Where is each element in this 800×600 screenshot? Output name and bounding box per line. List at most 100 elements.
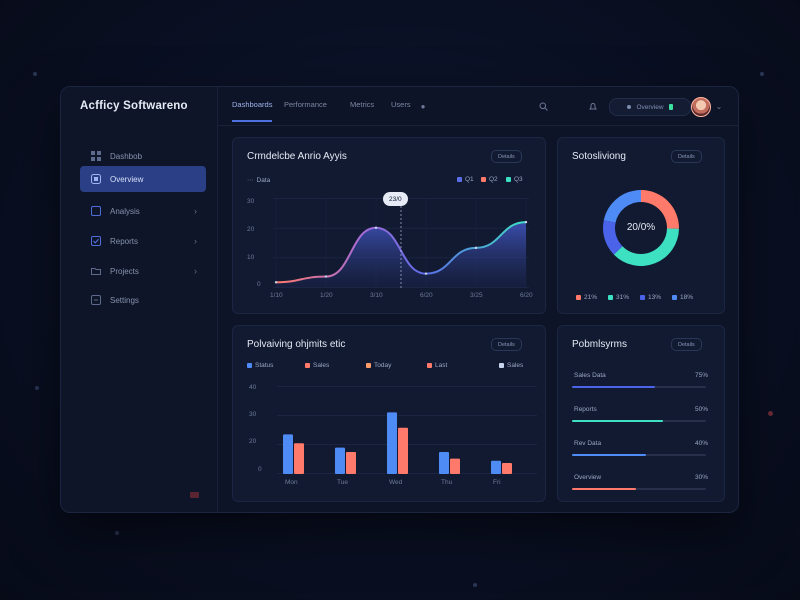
details-button[interactable]: Details — [671, 150, 702, 163]
progress-track — [572, 454, 706, 456]
tab-performance[interactable]: Performance — [284, 100, 327, 109]
progress-fill — [572, 420, 664, 422]
line-point — [324, 275, 328, 278]
background-dot — [473, 583, 477, 587]
legend-swatch — [608, 295, 613, 300]
legend-q3: Q3 — [506, 176, 523, 183]
x-tick-label: Thu — [441, 479, 453, 486]
tab-dashboards[interactable]: Dashboards — [232, 100, 273, 122]
bar — [387, 412, 397, 474]
card-title: Crmdelcbe Anrio Ayyis — [247, 151, 347, 162]
background-dot — [768, 411, 773, 416]
sidebar: Acfficy Softwareno Dashbob Overview Anal… — [61, 87, 218, 512]
sidebar-item-projects[interactable]: Projects › — [80, 258, 206, 284]
bar-legend-item: Sales — [305, 362, 329, 369]
search-icon[interactable] — [537, 100, 549, 112]
bar — [346, 452, 356, 474]
legend-swatch — [640, 295, 645, 300]
legend-label: Sales — [313, 362, 330, 369]
background-dot — [760, 72, 764, 76]
progress-label: Reports — [574, 406, 597, 413]
subtitle-label: Data — [256, 176, 271, 184]
donut-chart — [603, 190, 679, 266]
progress-label: Overview — [574, 474, 602, 481]
sidebar-item-dashboard[interactable]: Dashbob — [80, 143, 206, 169]
progress-track — [572, 488, 706, 490]
avatar[interactable] — [691, 97, 711, 117]
background-dot — [115, 531, 119, 535]
donut-slice — [603, 190, 641, 223]
progress-value: 30% — [694, 474, 708, 481]
bar — [439, 452, 449, 474]
bell-icon[interactable] — [587, 100, 599, 112]
sidebar-item-reports[interactable]: Reports › — [80, 228, 206, 254]
x-tick-label: 6/20 — [520, 292, 533, 299]
y-tick-label: 0 — [258, 466, 262, 473]
x-tick-label: Fri — [493, 479, 501, 486]
bar-legend-item: Last — [427, 362, 447, 369]
y-tick-label: 10 — [247, 254, 255, 261]
details-button[interactable]: Details — [491, 150, 522, 163]
sidebar-item-label: Overview — [110, 174, 144, 184]
y-tick-label: 30 — [247, 198, 255, 205]
progress-fill — [572, 386, 656, 388]
sidebar-item-overview[interactable]: Overview — [80, 166, 206, 192]
donut-legend-item: 18% — [672, 294, 693, 301]
progress-fill — [572, 454, 646, 456]
x-tick-label: 3/25 — [470, 292, 483, 299]
progress-value: 40% — [694, 440, 708, 447]
grid-icon — [90, 150, 102, 162]
sidebar-item-label: Dashbob — [110, 151, 143, 161]
status-pill[interactable]: Overview — [609, 98, 691, 116]
analysis-card: Crmdelcbe Anrio Ayyis Details ⋯ Data Q1 … — [232, 137, 546, 314]
details-button[interactable]: Details — [491, 338, 522, 351]
chart-subtitle: ⋯ Data — [247, 176, 271, 185]
collapse-sidebar-icon[interactable] — [190, 492, 199, 498]
x-tick-label: 1/20 — [320, 292, 333, 299]
donut-slice — [641, 190, 679, 229]
sidebar-item-label: Reports — [110, 236, 139, 246]
card-title: Pobmlsyrms — [572, 339, 628, 350]
chevron-right-icon: › — [194, 236, 197, 246]
y-tick-label: 30 — [249, 411, 257, 418]
top-bar: Dashboards Performance Metrics Users ● O… — [217, 87, 738, 126]
legend-q2: Q2 — [481, 176, 498, 183]
app-window: Acfficy Softwareno Dashbob Overview Anal… — [60, 86, 739, 513]
bar — [398, 427, 408, 474]
legend-swatch — [499, 363, 504, 368]
folder-icon — [90, 265, 102, 277]
progress-fill — [572, 488, 637, 490]
legend-swatch — [427, 363, 432, 368]
app-title: Acfficy Softwareno — [80, 100, 188, 112]
chevron-right-icon: › — [194, 266, 197, 276]
bar — [491, 460, 501, 474]
tab-users[interactable]: Users — [391, 100, 411, 109]
chevron-right-icon: › — [194, 206, 197, 216]
x-tick-label: Wed — [389, 479, 403, 486]
x-tick-label: Mon — [285, 479, 298, 486]
sidebar-item-analysis[interactable]: Analysis › — [80, 198, 206, 224]
legend-swatch — [247, 363, 252, 368]
line-point — [474, 246, 478, 250]
x-tick-label: 1/10 — [270, 292, 283, 299]
chart-icon — [90, 205, 102, 217]
legend-swatch — [576, 295, 581, 300]
bar-legend-item: Status — [247, 362, 273, 369]
donut-legend-item: 21% — [576, 294, 597, 301]
donut-slice — [613, 228, 679, 266]
progress-value: 50% — [694, 406, 708, 413]
tab-metrics[interactable]: Metrics — [350, 100, 375, 109]
details-button[interactable]: Details — [671, 338, 702, 351]
status-dot-icon — [627, 105, 632, 109]
x-tick-label: 6/20 — [420, 292, 433, 299]
line-chart — [273, 198, 529, 288]
background-dot — [35, 386, 39, 390]
y-tick-label: 0 — [257, 281, 261, 288]
y-tick-label: 20 — [247, 226, 255, 233]
sidebar-item-settings[interactable]: Settings — [80, 287, 206, 313]
y-tick-label: 20 — [249, 438, 257, 445]
legend-swatch — [305, 363, 310, 368]
tooltip: 23/0 — [383, 192, 408, 206]
chevron-down-icon[interactable]: ⌄ — [715, 101, 723, 111]
dot-icon: ● — [420, 101, 426, 111]
